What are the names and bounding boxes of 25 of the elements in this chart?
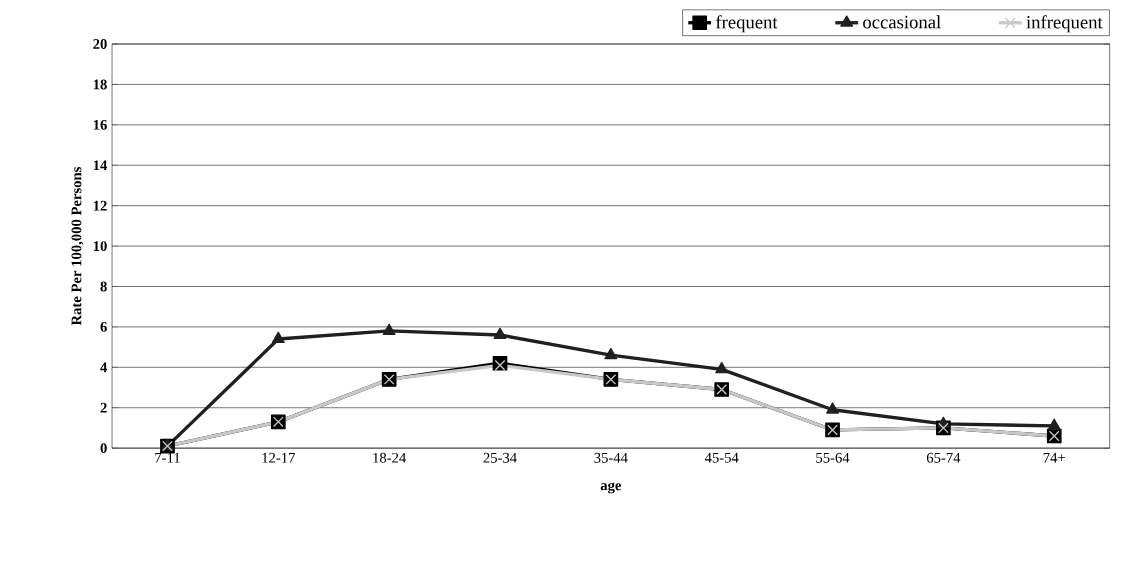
x-tick-label: 65-74 (926, 453, 961, 463)
legend-label: frequent (715, 15, 778, 33)
y-tick-label: 12 (93, 201, 107, 211)
y-tick-label: 14 (93, 160, 108, 171)
x-tick-label: 74+ (1043, 453, 1065, 463)
x-tick-label: 35-44 (594, 453, 628, 463)
x-axis-title: age (600, 482, 622, 494)
y-tick-label: 0 (100, 443, 107, 454)
x-tick-label: 7-11 (155, 453, 180, 463)
y-tick-label: 20 (93, 39, 107, 50)
legend-label: occasional (863, 15, 941, 29)
legend-label: infrequent (1026, 15, 1103, 33)
x-tick-label: 45-54 (704, 453, 739, 463)
y-tick-label: 18 (93, 79, 107, 90)
y-tick-label: 4 (100, 362, 108, 373)
y-tick-label: 6 (100, 322, 107, 333)
y-tick-label: 16 (93, 120, 107, 131)
y-axis-title: Rate Per 100,000 Persons (71, 167, 84, 326)
y-tick-label: 10 (93, 241, 107, 252)
x-tick-label: 25-34 (483, 453, 517, 463)
x-tick-label: 18-24 (373, 453, 407, 463)
y-tick-label: 2 (100, 403, 107, 413)
x-tick-label: 12-17 (262, 453, 295, 463)
x-tick-label: 55-64 (816, 453, 850, 463)
y-tick-label: 8 (100, 281, 107, 292)
